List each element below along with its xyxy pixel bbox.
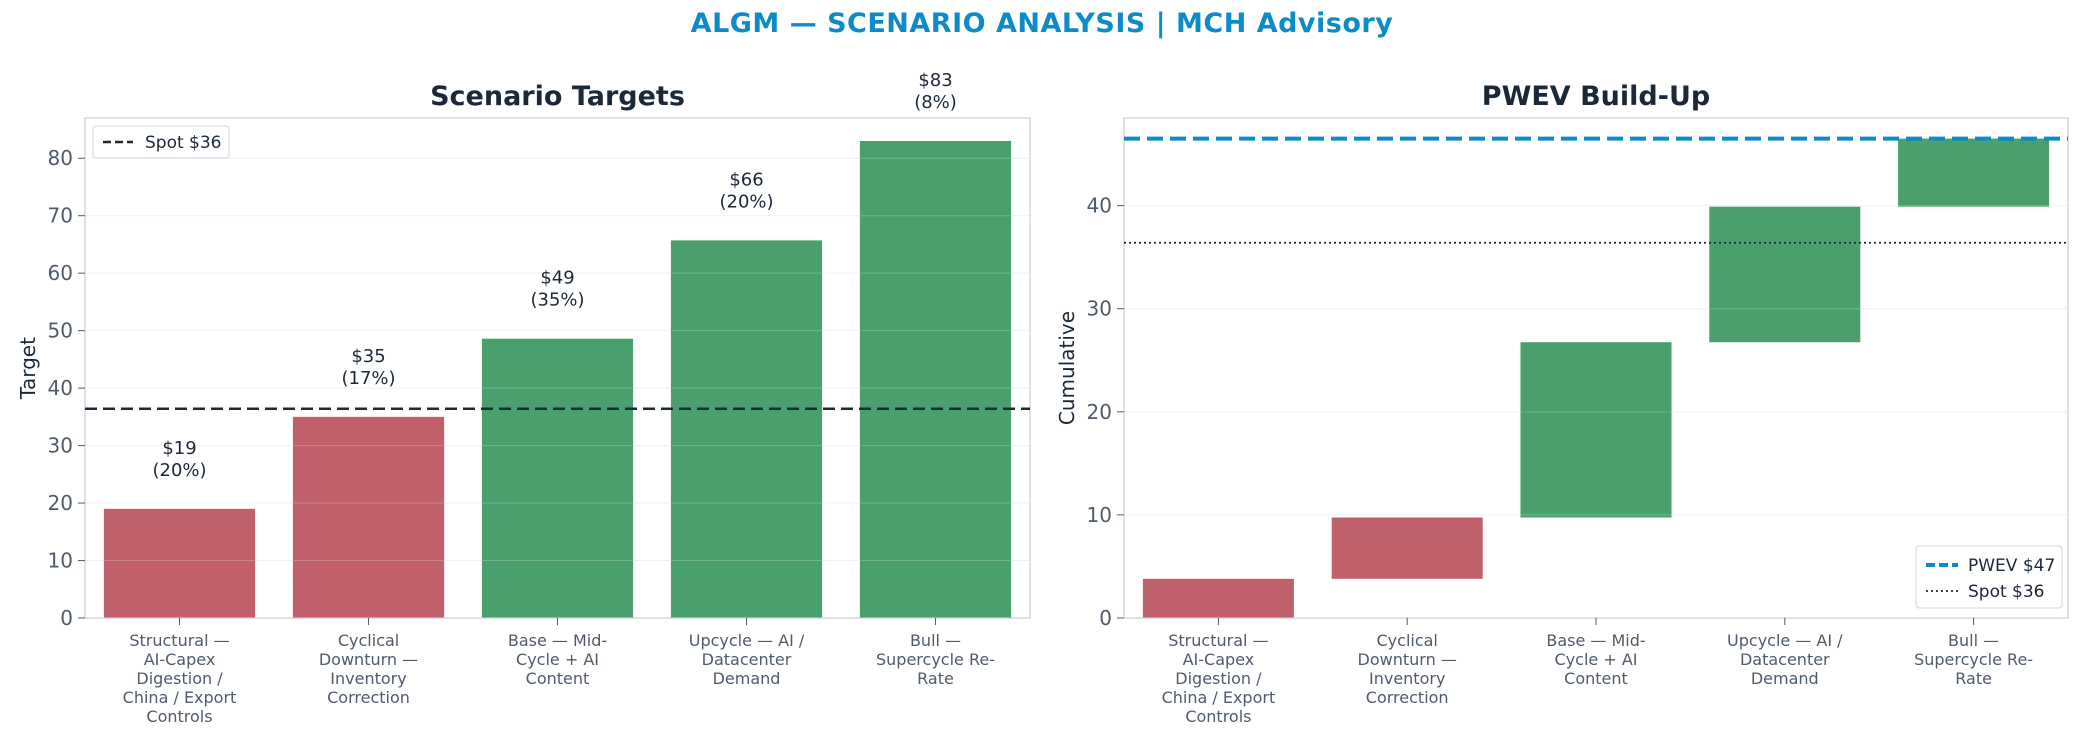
y-tick-label: 80 [48,146,73,170]
y-axis-label: Target [16,337,40,400]
bar [859,140,1012,618]
x-tick-label: Base — Mid-Cycle + AI Content [1546,631,1645,688]
x-tick-label: Base — Mid-Cycle + AI Content [508,631,607,688]
legend-box [1915,545,2063,609]
legend: Spot $36 [92,125,230,159]
y-tick-label: 40 [1087,194,1112,218]
x-tick-label: Structural — AI-Capex Digestion / China / E… [1162,631,1276,726]
data-label: $49 (35%) [530,268,584,311]
bar [1331,517,1483,579]
x-tick-label: Bull — Supercycle Re-Rate [876,631,995,688]
y-tick-label: 30 [1087,297,1112,321]
y-tick-label: 20 [1087,400,1112,424]
legend-box [92,125,230,159]
y-tick-label: 10 [1087,503,1112,527]
y-tick-label: 10 [48,549,73,573]
scenario-targets-panel: 0 10 20 30 40 50 60 70 80 Structural — AI-Capex Dig… [16,70,1031,726]
bar [1520,342,1672,518]
bar [670,240,823,618]
data-label: $19 (20%) [152,438,206,481]
data-label: $66 (20%) [719,169,773,212]
x-tick-label: Upcycle — AI / Datacenter Demand [689,631,805,688]
x-tick-label: Cyclical Downturn — Inventory Correction [319,631,418,707]
y-tick-label: 0 [1099,606,1112,630]
x-tick-label: Upcycle — AI / Datacenter Demand [1727,631,1843,688]
bar [292,416,445,618]
x-tick-label: Bull — Supercycle Re-Rate [1914,631,2033,688]
y-tick-label: 0 [60,606,73,630]
y-tick-label: 40 [48,376,73,400]
bar [1142,578,1294,618]
bar [1709,206,1861,343]
bar [481,338,634,618]
figure-title: ALGM — SCENARIO ANALYSIS | MCH Advisory [690,8,1394,39]
x-tick-label: Structural — AI-Capex Digestion / China / E… [123,631,237,726]
legend-label: PWEV $47 [1968,556,2055,576]
y-axis-label: Cumulative [1055,311,1079,425]
pwev-buildup-panel: 0 10 20 30 40 Structural — AI-Capex Digestion /… [1055,81,2069,726]
y-tick-label: 60 [48,261,73,285]
data-label: $83 (8%) [914,70,957,113]
data-label: $35 (17%) [341,346,395,389]
legend-label: Spot $36 [145,133,222,153]
y-tick-label: 50 [48,319,73,343]
bar [103,508,256,618]
legend-label: Spot $36 [1968,582,2045,602]
y-tick-label: 20 [48,491,73,515]
panel-title: Scenario Targets [430,81,685,112]
panel-title: PWEV Build-Up [1482,81,1710,112]
legend: PWEV $47 Spot $36 [1915,545,2063,609]
x-tick-label: Cyclical Downturn — Inventory Correction [1358,631,1457,707]
bar [1898,138,2050,207]
y-tick-label: 70 [48,204,73,228]
y-tick-label: 30 [48,434,73,458]
